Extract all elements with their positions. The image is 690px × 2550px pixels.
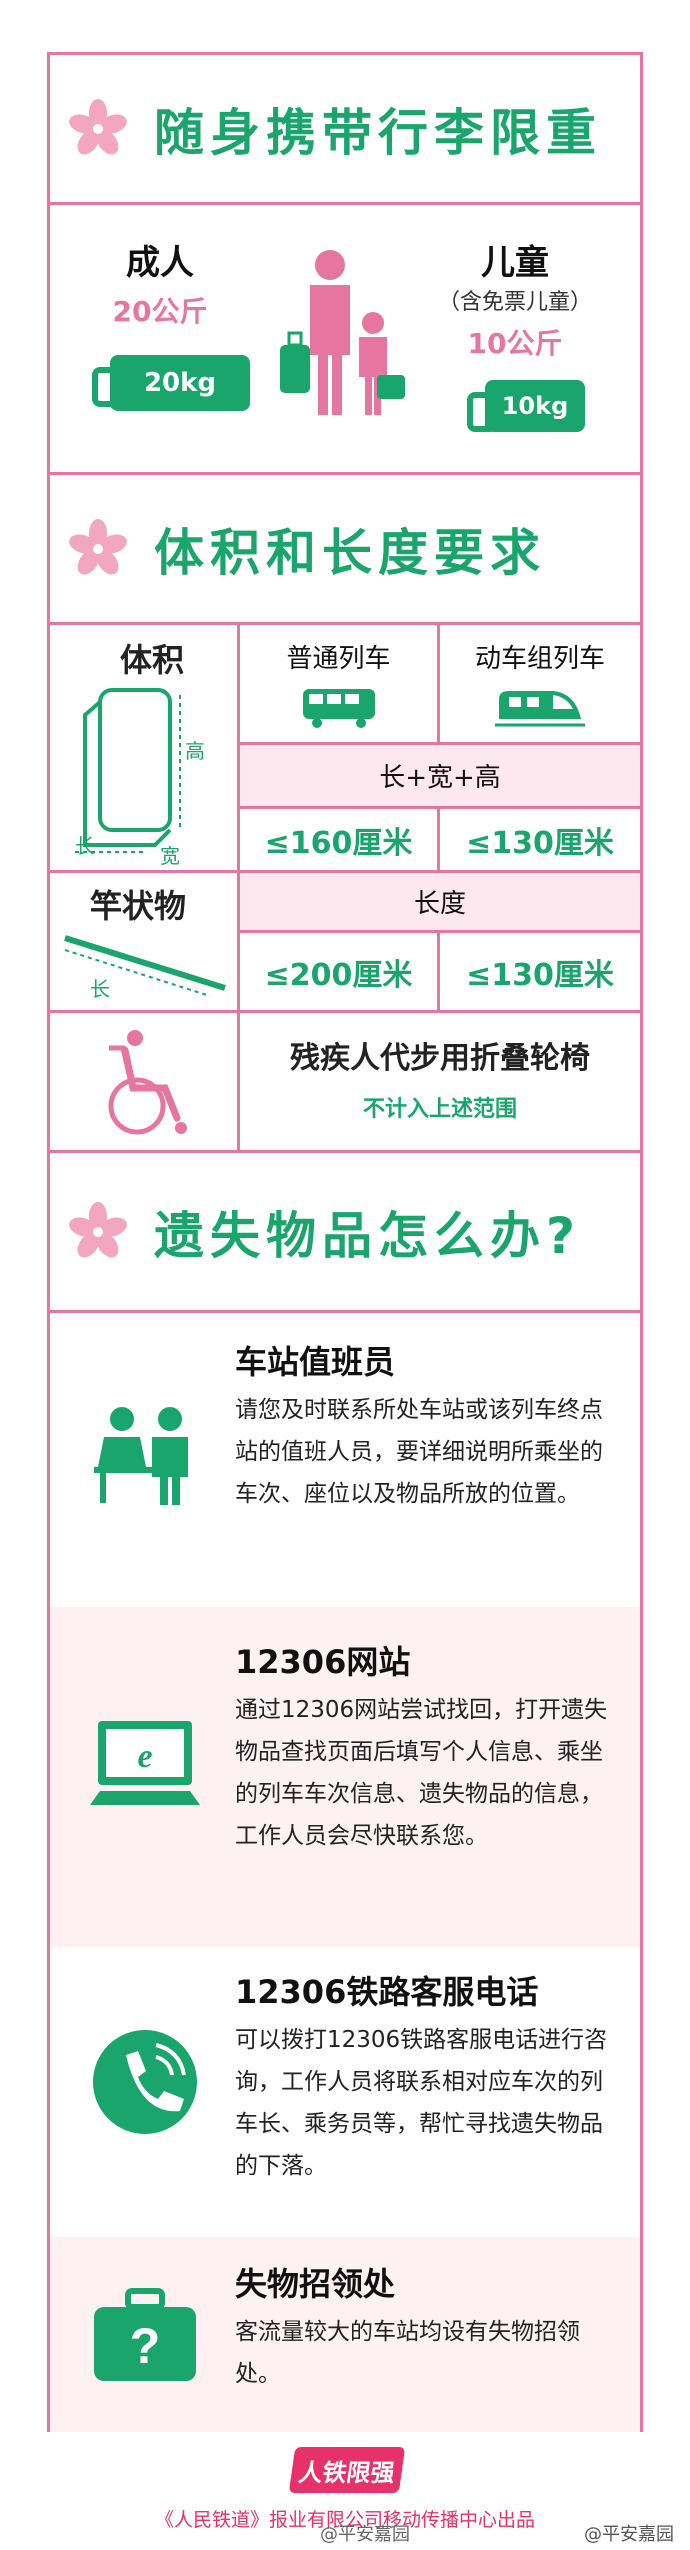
- rod-cell: 竿状物 长: [50, 873, 240, 1013]
- section-lost-header: 遗失物品怎么办?: [50, 1153, 640, 1313]
- volume-cell: 体积 高 长 宽: [50, 625, 240, 873]
- rod-emu-value: ≤130厘米: [466, 957, 614, 993]
- section-title: 随身携带行李限重: [154, 103, 602, 162]
- emu-train-label: 动车组列车: [474, 644, 605, 674]
- item-title: 失物招领处: [235, 2265, 396, 2303]
- station-staff-icon: [94, 1407, 188, 1505]
- volume-emu-value: ≤130厘米: [466, 825, 614, 861]
- svg-text:?: ?: [130, 2318, 161, 2374]
- child-suitcase-icon: 10kg: [467, 380, 585, 432]
- normal-train-label: 普通列车: [286, 644, 391, 674]
- item-text: 可以拨打12306铁路客服电话进行咨询，工作人员将联系相对应车次的列车长、乘务员…: [235, 2027, 608, 2179]
- adult-label: 成人: [126, 243, 194, 283]
- phone-icon: [93, 2030, 197, 2134]
- wheelchair-row: 残疾人代步用折叠轮椅 不计入上述范围: [50, 1013, 640, 1153]
- lost-item-lost-and-found: ? 失物招领处 客流量较大的车站均设有失物招领处。: [50, 2237, 640, 2432]
- watermark-right: @平安嘉园: [584, 2524, 674, 2545]
- item-title: 车站值班员: [235, 1343, 396, 1381]
- size-table: 体积 高 长 宽 普通列车 动车组: [50, 625, 640, 1043]
- adult-limit: 20公斤: [112, 295, 208, 328]
- rod-normal-limit: ≤200厘米: [240, 933, 440, 1013]
- computer-ie-icon: e: [90, 1721, 200, 1805]
- sakura-icon: [69, 518, 127, 574]
- rod-measure-cell: 长度: [240, 873, 640, 933]
- adult-suitcase-icon: 20kg: [92, 355, 250, 411]
- svg-text:e: e: [137, 1738, 152, 1775]
- volume-normal-value: ≤160厘米: [264, 825, 413, 861]
- train-icon: [302, 689, 375, 728]
- rod-icon: [64, 935, 226, 997]
- lost-item-12306-hotline: 12306铁路客服电话 可以拨打12306铁路客服电话进行咨询，工作人员将联系相…: [50, 1947, 640, 2237]
- high-speed-train-icon: [495, 691, 585, 727]
- item-text: 通过12306网站尝试找回，打开遗失物品查找页面后填写个人信息、乘坐的列车车次信…: [235, 1697, 608, 1849]
- lost-item-12306-website: e 12306网站 通过12306网站尝试找回，打开遗失物品查找页面后填写个人信…: [50, 1607, 640, 1947]
- lost-and-found-bag-icon: ?: [94, 2288, 196, 2381]
- rod-length-label: 长: [90, 977, 110, 1001]
- brand-logo: 人铁限强: [288, 2447, 406, 2493]
- normal-train-header: 普通列车: [240, 625, 440, 745]
- sakura-icon: [69, 1201, 127, 1257]
- item-title: 12306网站: [235, 1643, 411, 1681]
- child-tag: 10kg: [501, 392, 569, 420]
- wheelchair-note: 不计入上述范围: [362, 1097, 517, 1122]
- section-weight-header: 随身携带行李限重: [50, 55, 640, 205]
- infographic-frame: 随身携带行李限重 成人 20公斤 20kg 儿童 （含免票儿童） 10公斤 10…: [47, 52, 643, 2432]
- height-label: 高: [185, 739, 205, 763]
- watermark-center: @平安嘉园: [320, 2524, 410, 2545]
- width-label: 宽: [160, 844, 180, 868]
- adult-tag: 20kg: [143, 368, 217, 398]
- lost-item-station-staff: 车站值班员 请您及时联系所处车站或该列车终点站的值班人员，要详细说明所乘坐的车次…: [50, 1317, 640, 1607]
- item-title: 12306铁路客服电话: [235, 1973, 539, 2011]
- volume-label: 体积: [120, 641, 185, 679]
- child-limit: 10公斤: [467, 327, 563, 360]
- emu-train-header: 动车组列车: [440, 625, 640, 745]
- item-text: 客流量较大的车站均设有失物招领处。: [235, 2319, 580, 2387]
- child-note: （含免票儿童）: [437, 290, 592, 315]
- item-text: 请您及时联系所处车站或该列车终点站的值班人员，要详细说明所乘坐的车次、座位以及物…: [235, 1397, 603, 1507]
- rod-measure: 长度: [413, 889, 466, 919]
- rod-normal-value: ≤200厘米: [264, 957, 413, 993]
- rod-emu-limit: ≤130厘米: [440, 933, 640, 1013]
- luggage-volume-icon: [75, 688, 181, 853]
- wheelchair-icon-cell: [50, 1013, 240, 1150]
- family-icon: [280, 250, 405, 415]
- length-label: 长: [75, 834, 95, 858]
- wheelchair-icon: [108, 1030, 187, 1135]
- weight-section: 成人 20公斤 20kg 儿童 （含免票儿童） 10公斤 10kg: [50, 205, 640, 475]
- credit-line: 《人民铁道》报业有限公司移动传播中心出品: [154, 2509, 535, 2531]
- volume-measure: 长+宽+高: [379, 763, 501, 793]
- volume-measure-cell: 长+宽+高: [240, 745, 640, 809]
- rod-label: 竿状物: [90, 887, 187, 925]
- brand-logo-text: 人铁限强: [296, 2458, 397, 2487]
- child-label: 儿童: [481, 243, 549, 283]
- section-size-header: 体积和长度要求: [50, 475, 640, 625]
- wheelchair-title: 残疾人代步用折叠轮椅: [290, 1041, 590, 1076]
- section-title: 遗失物品怎么办?: [154, 1206, 582, 1265]
- adult-weight: 成人 20公斤: [90, 235, 230, 330]
- volume-emu-limit: ≤130厘米: [440, 809, 640, 873]
- section-title: 体积和长度要求: [154, 523, 546, 582]
- sakura-icon: [69, 98, 127, 154]
- child-weight: 儿童 （含免票儿童） 10公斤: [410, 235, 620, 362]
- volume-normal-limit: ≤160厘米: [240, 809, 440, 873]
